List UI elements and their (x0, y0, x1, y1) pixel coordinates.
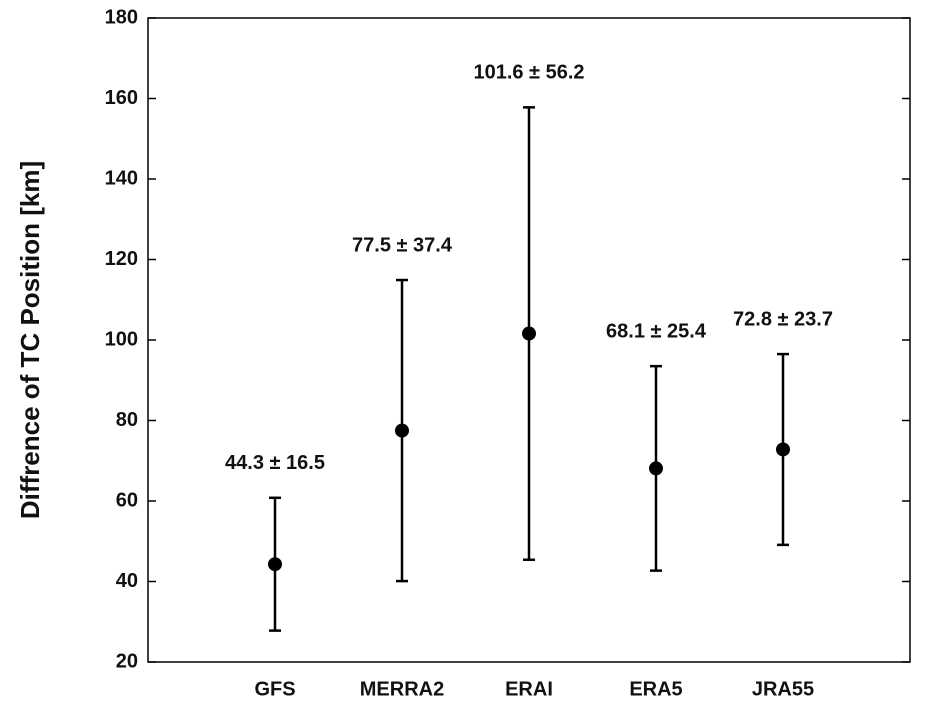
y-tick-label: 80 (116, 409, 138, 431)
value-label: 101.6 ± 56.2 (473, 62, 584, 84)
value-label: 68.1 ± 25.4 (606, 320, 707, 342)
y-tick-label: 160 (105, 87, 138, 109)
x-tick-label: MERRA2 (360, 678, 444, 700)
y-tick-label: 40 (116, 570, 138, 592)
x-tick-label: ERA5 (629, 678, 682, 700)
marker (395, 423, 409, 438)
marker (776, 442, 790, 457)
x-tick-label: GFS (254, 678, 295, 700)
marker (649, 461, 663, 476)
y-tick-label: 100 (105, 328, 138, 350)
marker (522, 326, 536, 341)
x-tick-label: ERAI (505, 678, 553, 700)
value-label: 77.5 ± 37.4 (352, 234, 453, 256)
y-tick-label: 20 (116, 650, 138, 672)
value-label: 44.3 ± 16.5 (225, 452, 325, 474)
value-label: 72.8 ± 23.7 (733, 308, 833, 330)
marker (268, 557, 282, 572)
y-axis-label: Diffrence of TC Position [km] (15, 161, 45, 519)
y-tick-label: 180 (105, 6, 138, 28)
y-tick-label: 140 (105, 167, 138, 189)
y-tick-label: 60 (116, 489, 138, 511)
x-tick-label: JRA55 (752, 678, 814, 700)
y-tick-label: 120 (105, 248, 138, 270)
